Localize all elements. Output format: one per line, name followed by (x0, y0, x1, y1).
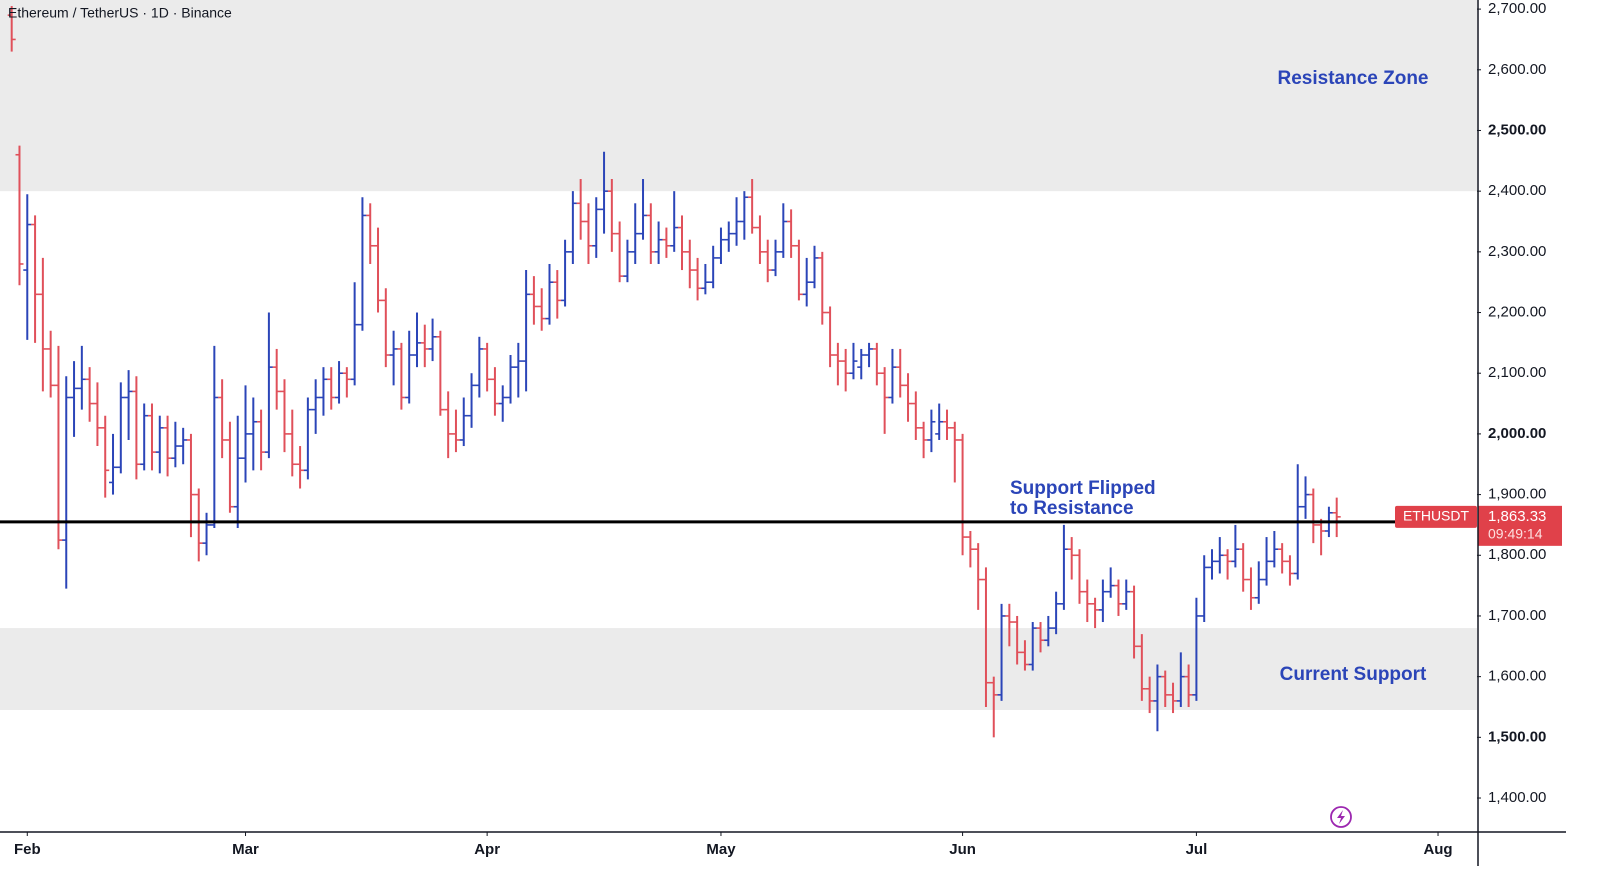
x-tick-label: May (706, 841, 736, 858)
symbol-label: ETHUSDT (1403, 508, 1470, 524)
y-tick-label: 2,100.00 (1488, 364, 1546, 381)
symbol-tag (1395, 505, 1477, 528)
x-tick-label: Mar (232, 841, 259, 858)
level-label: Support Flipped (1010, 478, 1156, 499)
zone-label: Current Support (1280, 664, 1427, 685)
x-tick-label: Feb (14, 841, 41, 858)
y-tick-label: 1,600.00 (1488, 668, 1546, 685)
y-tick-label: 1,400.00 (1488, 789, 1546, 806)
x-tick-label: Jun (949, 841, 976, 858)
chart-title: Ethereum / TetherUS · 1D · Binance (8, 5, 232, 21)
y-tick-label: 2,000.00 (1488, 425, 1546, 442)
y-tick-label: 2,400.00 (1488, 182, 1546, 199)
bars (7, 6, 1341, 738)
zones (0, 0, 1477, 711)
price-label: 1,863.33 (1488, 508, 1546, 525)
x-tick-label: Apr (474, 841, 500, 858)
y-tick-label: 1,700.00 (1488, 607, 1546, 624)
y-tick-label: 2,300.00 (1488, 243, 1546, 260)
y-tick-label: 2,600.00 (1488, 61, 1546, 78)
zone (0, 0, 1477, 192)
y-tick-label: 2,700.00 (1488, 0, 1546, 17)
x-tick-label: Jul (1186, 841, 1208, 858)
lightning-icon[interactable] (1330, 806, 1352, 828)
zone (0, 628, 1477, 711)
overlays: Resistance Zone Current Support Support Fl… (0, 68, 1562, 685)
x-tick-label: Aug (1423, 841, 1452, 858)
y-tick-label: 1,800.00 (1488, 546, 1546, 563)
level-label: to Resistance (1010, 498, 1134, 519)
y-tick-label: 1,500.00 (1488, 728, 1546, 745)
y-tick-label: 2,500.00 (1488, 121, 1546, 138)
price-tag (1478, 505, 1562, 546)
zone-label: Resistance Zone (1278, 68, 1429, 89)
countdown-label: 09:49:14 (1488, 526, 1543, 542)
y-tick-label: 1,900.00 (1488, 486, 1546, 503)
y-tick-label: 2,200.00 (1488, 303, 1546, 320)
